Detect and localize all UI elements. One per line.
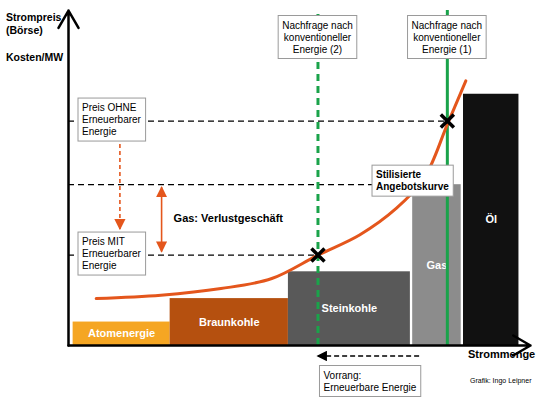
svg-text:Steinkohle: Steinkohle [322, 302, 378, 314]
svg-text:Strommenge: Strommenge [468, 348, 535, 360]
svg-text:Braunkohle: Braunkohle [199, 316, 260, 328]
svg-text:Gas: Verlustgeschäft: Gas: Verlustgeschäft [174, 212, 284, 224]
svg-text:Preis MITErneuerbarerEnergie: Preis MITErneuerbarerEnergie [82, 236, 142, 271]
svg-text:Kosten/MW: Kosten/MW [6, 51, 63, 63]
svg-text:Gas: Gas [427, 259, 448, 271]
svg-text:Vorrang:Erneuerbare Energie: Vorrang:Erneuerbare Energie [323, 370, 416, 393]
svg-text:Grafik: Ingo Leipner: Grafik: Ingo Leipner [470, 377, 532, 385]
svg-text:Preis OHNEErneuerbarerEnergie: Preis OHNEErneuerbarerEnergie [82, 102, 142, 137]
svg-text:Nachfrage nachkonventionellerE: Nachfrage nachkonventionellerEnergie (2) [282, 20, 353, 55]
svg-text:Strompreis(Börse): Strompreis(Börse) [6, 11, 62, 36]
svg-text:Atomenergie: Atomenergie [88, 327, 155, 339]
svg-text:Nachfrage nachkonventionellerE: Nachfrage nachkonventionellerEnergie (1) [412, 20, 483, 55]
svg-text:Öl: Öl [485, 213, 497, 225]
svg-text:StilisierteAngebotskurve: StilisierteAngebotskurve [376, 169, 449, 192]
